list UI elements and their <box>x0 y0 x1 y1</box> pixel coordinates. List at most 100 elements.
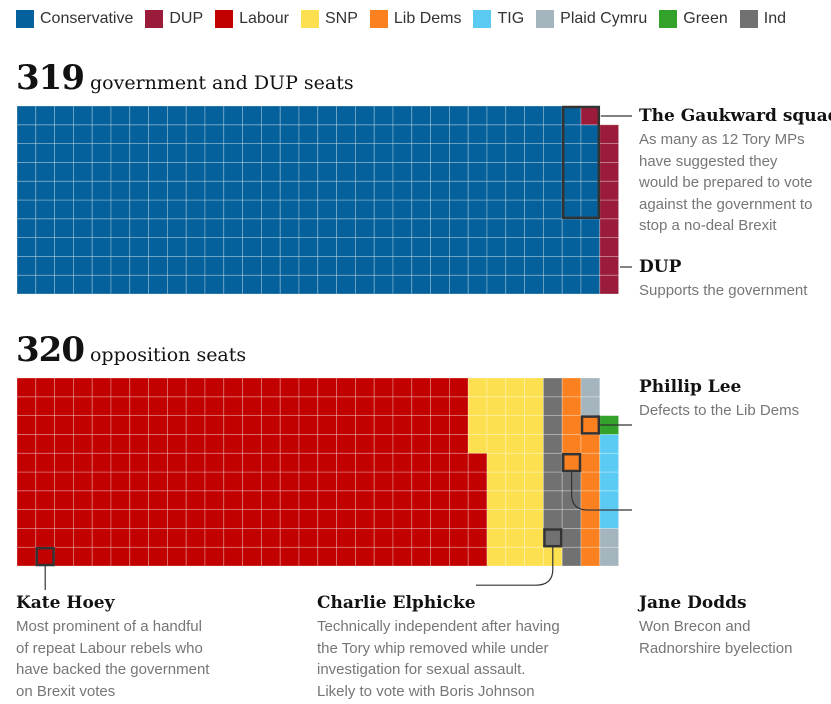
seat-cell-labour <box>91 471 112 492</box>
seat-cell-conservative <box>35 237 55 257</box>
jane-dodds-highlight <box>561 452 582 473</box>
seat-cell-conservative <box>448 180 469 201</box>
seat-cell-snp <box>524 471 544 492</box>
legend-item-dup: DUP <box>145 10 203 28</box>
seat-cell-labour <box>448 490 469 510</box>
seat-cell-labour <box>204 509 225 529</box>
seat-cell-conservative <box>543 143 563 163</box>
seat-cell-conservative <box>129 237 150 257</box>
seat-cell-ind <box>543 433 563 454</box>
seat-cell-labour <box>223 528 244 548</box>
seat-cell-labour <box>166 490 187 510</box>
seat-cell-conservative <box>580 161 601 182</box>
seat-cell-conservative <box>204 255 225 276</box>
seat-cell-labour <box>260 415 281 435</box>
seat-cell-conservative <box>430 237 450 257</box>
seat-cell-snp <box>524 490 544 510</box>
seat-cell-labour <box>242 377 262 398</box>
seat-cell-conservative <box>204 180 225 201</box>
seat-cell-conservative <box>260 218 281 239</box>
seat-cell-labour <box>54 546 74 567</box>
seat-cell-snp <box>486 528 507 548</box>
seat-cell-conservative <box>486 274 507 295</box>
seat-cell-labour <box>110 528 131 548</box>
seat-cell-labour <box>373 415 394 435</box>
legend-item-ind: Ind <box>739 10 786 28</box>
seat-cell-conservative <box>166 143 187 163</box>
seat-cell-ind <box>543 471 563 492</box>
seat-cell-snp <box>505 528 525 548</box>
seat-cell-dup <box>599 218 619 239</box>
seat-cell-conservative <box>505 199 525 220</box>
seat-cell-labour <box>166 546 187 567</box>
annotation-line: Defects to the Lib Dems <box>639 402 800 419</box>
seat-cell-labour <box>448 528 469 548</box>
seat-cell-conservative <box>354 199 375 220</box>
seat-cell-conservative <box>242 143 262 163</box>
opposition-heading-text: opposition seats <box>89 344 247 366</box>
seat-cell-snp <box>486 546 507 567</box>
seat-cell-conservative <box>129 199 150 220</box>
seat-cell-conservative <box>279 274 300 295</box>
seat-cell-labour <box>185 396 206 416</box>
seat-cell-conservative <box>242 218 262 239</box>
seat-cell-ind <box>561 528 582 548</box>
seat-cell-conservative <box>54 161 74 182</box>
seat-cell-conservative <box>260 143 281 163</box>
annotation-line: Won Brecon and <box>639 618 751 635</box>
seat-cell-conservative <box>204 218 225 239</box>
seat-cell-conservative <box>279 255 300 276</box>
seat-cell-lib-dems <box>580 509 601 529</box>
seat-cell-conservative <box>35 218 55 239</box>
legend-swatch <box>145 10 164 28</box>
seat-cell-conservative <box>580 143 601 163</box>
seat-cell-labour <box>260 509 281 529</box>
seat-cell-labour <box>223 377 244 398</box>
seat-cell-conservative <box>486 143 507 163</box>
seat-cell-conservative <box>16 199 37 220</box>
seat-cell-conservative <box>317 124 337 145</box>
seat-cell-dup <box>599 237 619 257</box>
seat-cell-snp <box>467 433 488 454</box>
seat-cell-conservative <box>336 237 356 257</box>
seat-cell-labour <box>185 415 206 435</box>
opposition-seat-count: 320 <box>16 330 85 370</box>
seat-cell-conservative <box>317 237 337 257</box>
seat-cell-conservative <box>336 199 356 220</box>
seat-cell-conservative <box>54 218 74 239</box>
seat-cell-labour <box>73 490 93 510</box>
seat-cell-labour <box>91 490 112 510</box>
seat-cell-labour <box>260 471 281 492</box>
seat-cell-conservative <box>505 105 525 126</box>
seat-cell-labour <box>242 490 262 510</box>
seat-cell-conservative <box>373 274 394 295</box>
seat-cell-labour <box>16 528 37 548</box>
seat-cell-labour <box>373 452 394 473</box>
seat-cell-labour <box>16 396 37 416</box>
seat-cell-labour <box>91 528 112 548</box>
seat-cell-conservative <box>223 105 244 126</box>
seat-cell-ind <box>561 509 582 529</box>
seat-cell-labour <box>411 509 431 529</box>
seat-cell-conservative <box>524 274 544 295</box>
seat-cell-labour <box>467 509 488 529</box>
seat-cell-snp <box>524 528 544 548</box>
legend-label: SNP <box>324 10 358 27</box>
seat-cell-conservative <box>298 161 319 182</box>
seat-cell-conservative <box>317 180 337 201</box>
seat-cell-labour <box>279 528 300 548</box>
seat-cell-tig <box>599 452 619 473</box>
seat-cell-labour <box>148 415 168 435</box>
seat-cell-snp <box>486 452 507 473</box>
seat-cell-labour <box>35 546 55 567</box>
seat-cell-labour <box>279 377 300 398</box>
seat-cell-labour <box>223 546 244 567</box>
legend: Conservative DUP Labour SNP Lib Dems TIG Plaid… <box>16 10 798 28</box>
seat-cell-conservative <box>298 199 319 220</box>
seat-cell-labour <box>91 433 112 454</box>
phillip-lee-highlight <box>580 415 601 435</box>
seat-cell-snp <box>467 396 488 416</box>
government-heading-text: government and DUP seats <box>89 72 354 94</box>
legend-label: Labour <box>239 10 289 27</box>
seat-cell-labour <box>317 377 337 398</box>
